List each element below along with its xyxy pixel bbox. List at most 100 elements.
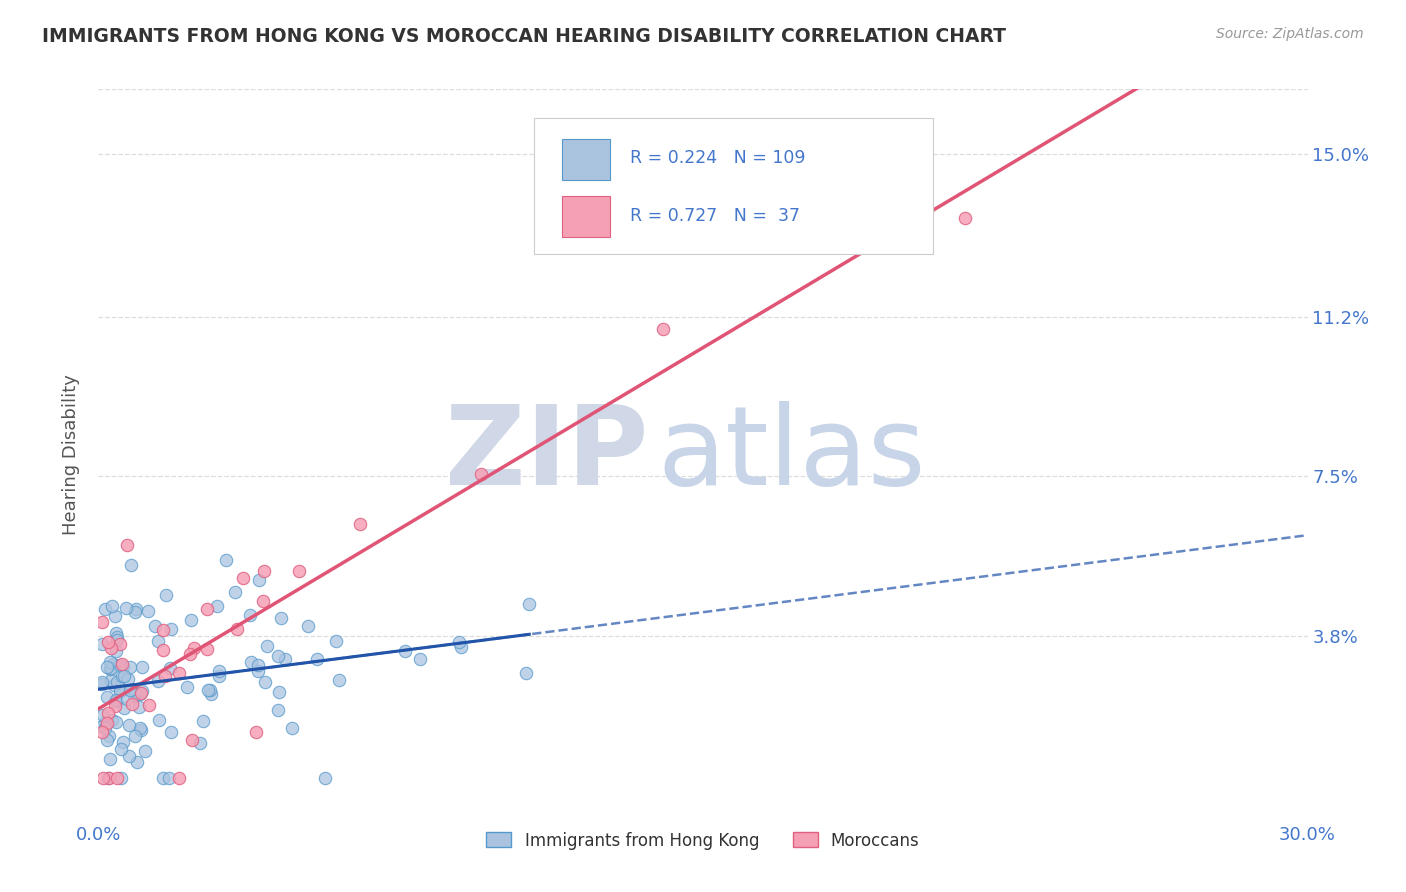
Point bbox=[246, 658, 269, 673]
Point bbox=[470, 467, 492, 482]
Bar bbox=[561, 196, 610, 237]
Point bbox=[115, 692, 138, 706]
Point bbox=[180, 613, 202, 627]
Point bbox=[114, 601, 136, 615]
Point bbox=[111, 735, 134, 749]
Point bbox=[349, 516, 371, 531]
Point bbox=[97, 771, 120, 785]
Point bbox=[129, 723, 152, 738]
Point bbox=[124, 601, 146, 615]
Point bbox=[128, 700, 150, 714]
Point bbox=[449, 634, 471, 648]
Point bbox=[409, 651, 432, 665]
Point bbox=[281, 721, 304, 735]
Point bbox=[273, 652, 295, 666]
Point bbox=[105, 714, 128, 729]
Point bbox=[108, 684, 131, 698]
Point bbox=[159, 623, 181, 637]
Point bbox=[100, 641, 122, 656]
Point bbox=[153, 669, 176, 683]
Point bbox=[450, 640, 472, 654]
Point bbox=[91, 724, 114, 739]
Point bbox=[200, 687, 222, 701]
Point bbox=[169, 771, 191, 785]
Point bbox=[105, 694, 128, 708]
Point bbox=[105, 630, 128, 644]
Point bbox=[134, 744, 156, 758]
Point bbox=[104, 643, 127, 657]
Point bbox=[117, 672, 139, 686]
Text: ZIP: ZIP bbox=[446, 401, 648, 508]
Point bbox=[176, 680, 198, 694]
Point bbox=[97, 706, 120, 720]
Point bbox=[110, 742, 132, 756]
Point bbox=[247, 664, 270, 678]
Point bbox=[125, 756, 148, 770]
Point bbox=[98, 752, 121, 766]
Point bbox=[270, 611, 292, 625]
Point bbox=[91, 675, 114, 690]
Point bbox=[136, 604, 159, 618]
Point bbox=[239, 607, 262, 622]
Point bbox=[101, 599, 124, 613]
Point bbox=[108, 637, 131, 651]
Text: R = 0.224   N = 109: R = 0.224 N = 109 bbox=[630, 149, 806, 167]
Point bbox=[91, 719, 114, 733]
Point bbox=[200, 683, 222, 698]
Point bbox=[208, 664, 231, 678]
Point bbox=[225, 622, 247, 636]
Point bbox=[98, 729, 121, 743]
Point bbox=[103, 678, 125, 692]
Point bbox=[101, 657, 124, 671]
Point bbox=[111, 657, 134, 672]
Point bbox=[239, 655, 262, 669]
Text: Source: ZipAtlas.com: Source: ZipAtlas.com bbox=[1216, 27, 1364, 41]
Point bbox=[91, 677, 114, 691]
Point bbox=[129, 686, 152, 700]
Point bbox=[128, 721, 150, 735]
Point bbox=[517, 597, 540, 611]
Point bbox=[118, 659, 141, 673]
Point bbox=[96, 715, 118, 730]
Point bbox=[100, 662, 122, 676]
Point bbox=[118, 749, 141, 764]
Point bbox=[325, 634, 347, 648]
Point bbox=[224, 584, 246, 599]
Bar bbox=[561, 139, 610, 179]
Point bbox=[232, 570, 254, 584]
FancyBboxPatch shape bbox=[534, 119, 932, 253]
Point bbox=[105, 633, 128, 648]
Point bbox=[247, 574, 270, 588]
Point bbox=[146, 674, 169, 689]
Point bbox=[143, 619, 166, 633]
Point bbox=[105, 771, 128, 785]
Point bbox=[96, 659, 118, 673]
Point bbox=[651, 322, 673, 336]
Point bbox=[394, 643, 416, 657]
Point bbox=[157, 771, 180, 785]
Point bbox=[93, 714, 115, 729]
Point bbox=[146, 634, 169, 648]
Point bbox=[297, 618, 319, 632]
Point bbox=[94, 602, 117, 616]
Point bbox=[121, 698, 143, 712]
Point bbox=[159, 661, 181, 675]
Text: atlas: atlas bbox=[657, 401, 925, 508]
Point bbox=[254, 674, 277, 689]
Point bbox=[131, 684, 153, 698]
Point bbox=[208, 669, 231, 683]
Point bbox=[152, 771, 174, 785]
Text: R = 0.727   N =  37: R = 0.727 N = 37 bbox=[630, 207, 800, 225]
Point bbox=[96, 690, 118, 704]
Point bbox=[314, 771, 336, 785]
Point bbox=[195, 642, 218, 657]
Point bbox=[111, 669, 134, 683]
Point bbox=[104, 699, 127, 714]
Point bbox=[104, 693, 127, 707]
Point bbox=[155, 588, 177, 602]
Point bbox=[100, 673, 122, 688]
Point bbox=[108, 658, 131, 673]
Point bbox=[159, 724, 181, 739]
Point bbox=[105, 674, 128, 689]
Point bbox=[129, 687, 152, 701]
